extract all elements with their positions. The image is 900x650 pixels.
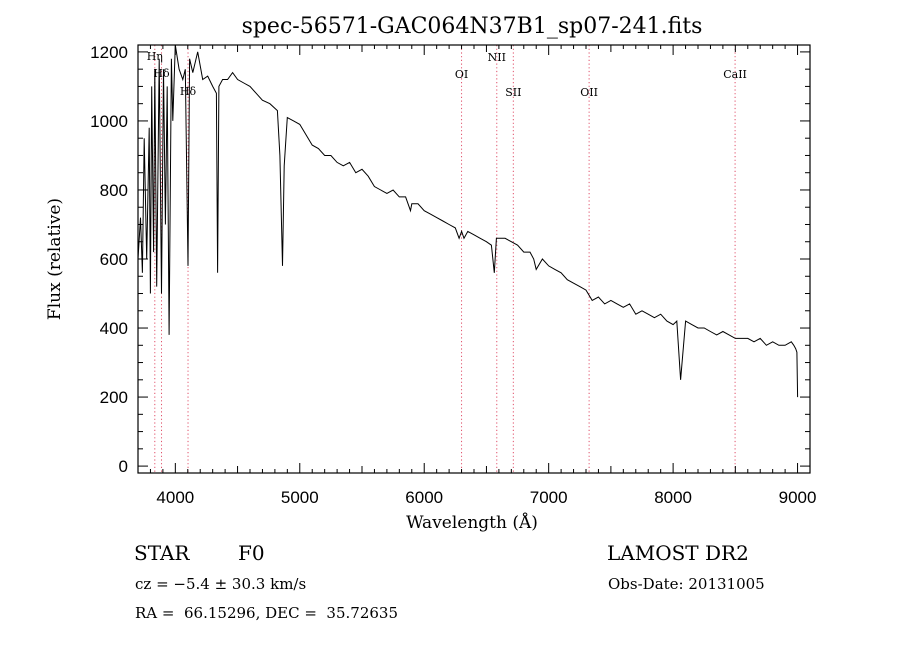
y-tick-label: 1000 (90, 112, 128, 131)
y-tick-label: 400 (100, 319, 128, 338)
spectral-line-label: Hη (147, 50, 163, 63)
y-tick-label: 800 (100, 181, 128, 200)
observation-date: Obs-Date: 20131005 (608, 575, 765, 593)
spectral-line-label: Hδ (180, 85, 197, 98)
x-axis-label: Wavelength (Å) (406, 512, 538, 533)
spectral-line-labels: Hη Hδ Hδ OI NII SII OII CaII (147, 50, 747, 99)
object-class: STAR (134, 541, 190, 565)
chart-title: spec-56571-GAC064N37B1_sp07-241.fits (242, 14, 703, 39)
x-tick-label: 6000 (405, 488, 443, 507)
y-tick-label: 0 (119, 457, 128, 476)
spectral-line-label: CaII (723, 68, 747, 81)
x-tick-label: 7000 (530, 488, 568, 507)
spectral-line-label: NII (488, 51, 506, 64)
spectral-line-label: Hδ (153, 67, 170, 80)
spectrum-line (137, 44, 799, 398)
x-tick-label: 8000 (654, 488, 692, 507)
x-tick-label: 5000 (281, 488, 319, 507)
plot-frame (137, 44, 811, 474)
spectral-line-label: OII (580, 86, 598, 99)
coordinates: RA = 66.15296, DEC = 35.72635 (135, 604, 399, 622)
x-tick-label: 4000 (156, 488, 194, 507)
y-tick-label: 200 (100, 388, 128, 407)
spectral-line-label: OI (455, 68, 468, 81)
object-subclass: F0 (238, 541, 265, 565)
x-axis: 4000 5000 6000 7000 8000 9000 (149, 45, 817, 507)
y-axis-label: Flux (relative) (45, 198, 65, 320)
spectral-line-markers (154, 45, 736, 473)
y-tick-label: 600 (100, 250, 128, 269)
y-axis: 0 200 400 600 800 1000 1200 (90, 43, 810, 476)
x-tick-label: 9000 (779, 488, 817, 507)
survey-name: LAMOST DR2 (607, 541, 749, 565)
y-tick-label: 1200 (90, 43, 128, 62)
redshift-info: cz = −5.4 ± 30.3 km/s (135, 575, 307, 593)
spectral-line-label: SII (505, 86, 521, 99)
